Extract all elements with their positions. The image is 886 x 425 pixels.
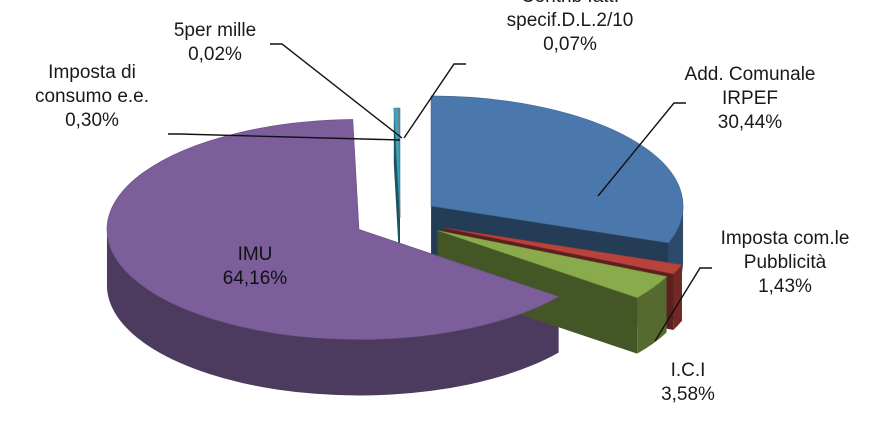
pie-slice-side-imposta-com-le-pubblicita [673, 264, 682, 330]
leader-line-imposta-di-consumo-e-e [168, 133, 401, 141]
pie-slice-imu [106, 119, 560, 340]
data-label-name: Imposta di [48, 62, 136, 83]
data-label-contrib-fatt-specif-d-l-2-10: Contrib fatt. specif.D.L.2/10 0,07% [507, 0, 634, 55]
pie-slice-cut-imposta-di-consumo-e-e-0 [393, 108, 400, 275]
data-label-name: Add. Comunale [685, 64, 816, 85]
data-label-name: Imposta com.le [721, 228, 850, 249]
data-label-i-c-i: I.C.I 3,58% [661, 360, 715, 405]
pie-slice-i-c-i [437, 230, 668, 299]
data-label-percent: 0,07% [543, 34, 597, 55]
data-label-name: Contrib fatt. [521, 0, 619, 7]
data-label-name: IMU [238, 244, 273, 265]
data-label-percent: 0,02% [188, 44, 242, 65]
data-label-name: 5per mille [174, 20, 256, 41]
pie-slice-imposta-com-le-pubblicita [444, 227, 683, 275]
data-label-name: IRPEF [722, 88, 778, 109]
data-label-name: Pubblicità [744, 252, 827, 273]
data-label-5per-mille: 5per mille 0,02% [174, 20, 256, 65]
leader-line-imposta-com-le-pubblicita [654, 267, 712, 342]
data-label-imposta-com-le-pubblicita: Imposta com.le Pubblicità 1,43% [721, 228, 850, 297]
data-label-percent: 64,16% [223, 268, 288, 289]
data-label-name: I.C.I [671, 360, 706, 381]
leader-line-add-comunale-irpef [597, 102, 686, 197]
data-label-imu: IMU 64,16% [223, 244, 288, 289]
pie-tops [106, 95, 684, 340]
data-label-percent: 0,30% [65, 110, 119, 131]
data-label-name: specif.D.L.2/10 [507, 10, 634, 31]
pie-slice-side-imu [106, 229, 559, 396]
data-label-add-comunale-irpef: Add. Comunale IRPEF 30,44% [685, 64, 816, 133]
data-labels: Add. Comunale IRPEF 30,44% Imposta com.le Pu… [35, 0, 849, 405]
data-label-percent: 1,43% [758, 276, 812, 297]
data-label-imposta-di-consumo-e-e: Imposta di consumo e.e. 0,30% [35, 62, 149, 131]
data-label-percent: 30,44% [718, 112, 783, 133]
leader-line-contrib-fatt-specif-d-l-2-10 [403, 63, 466, 139]
data-label-percent: 3,58% [661, 384, 715, 405]
leader-lines [168, 43, 712, 342]
pie-slice-add-comunale-irpef [430, 95, 684, 244]
data-label-name: consumo e.e. [35, 86, 149, 107]
leader-line-5per-mille [270, 43, 403, 139]
